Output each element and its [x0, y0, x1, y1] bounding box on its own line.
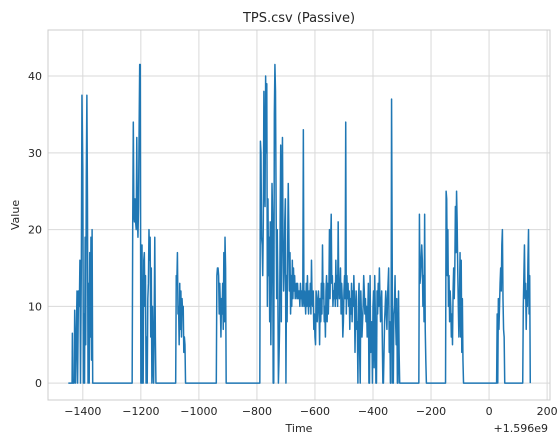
x-offset-label: +1.596e9 [494, 422, 548, 435]
x-tick-label: −1000 [180, 405, 217, 418]
y-axis-label: Value [9, 200, 22, 230]
y-tick-label: 10 [28, 300, 42, 313]
x-tick-label: −600 [300, 405, 330, 418]
y-tick-label: 0 [35, 377, 42, 390]
x-tick-label: −1400 [64, 405, 101, 418]
y-tick-label: 40 [28, 70, 42, 83]
series-line [68, 63, 532, 384]
y-tick-label: 20 [28, 224, 42, 237]
x-tick-label: −400 [358, 405, 388, 418]
plot-frame [47, 29, 551, 401]
x-tick-label: 0 [486, 405, 493, 418]
x-tick-label: −1200 [122, 405, 159, 418]
x-tick-label: 200 [537, 405, 558, 418]
y-tick-label: 30 [28, 147, 42, 160]
y-tick-labels: 0 10 20 30 40 [28, 70, 42, 390]
x-tick-label: −800 [242, 405, 272, 418]
x-tick-label: −200 [416, 405, 446, 418]
data-line-group [68, 63, 532, 384]
x-tick-labels: −1400 −1200 −1000 −800 −600 −400 −200 0 200 [64, 405, 557, 418]
x-axis-label: Time [285, 422, 313, 435]
chart-title: TPS.csv (Passive) [242, 11, 355, 26]
